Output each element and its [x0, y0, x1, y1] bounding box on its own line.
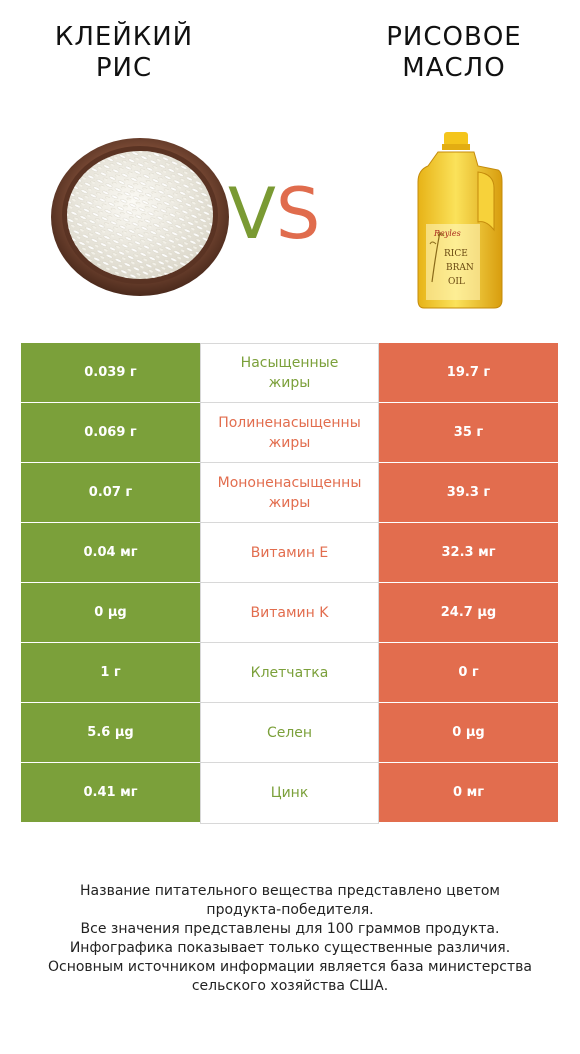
- footnote-line: сельского хозяйства США.: [191, 978, 389, 994]
- row-divider: [200, 823, 379, 824]
- sticky-rice-value: 1 г: [21, 643, 200, 702]
- table-divider: [378, 343, 379, 824]
- table-row: 0.07 г Мононенасыщенны жиры 39.3 г: [21, 463, 558, 522]
- svg-text:OIL: OIL: [448, 277, 465, 287]
- rice-bran-oil-bottle-image: Reyles RICE BRAN OIL: [417, 132, 503, 309]
- footnote-line: Название питательного вещества представл…: [80, 883, 500, 899]
- nutrient-name: Мононенасыщенны жиры: [200, 463, 379, 522]
- rice-oil-value: 35 г: [379, 403, 558, 462]
- nutrient-name: Цинк: [200, 763, 379, 822]
- row-divider: [200, 642, 379, 643]
- sticky-rice-value: 5.6 µg: [21, 703, 200, 762]
- row-divider: [200, 762, 379, 763]
- table-divider: [200, 343, 201, 824]
- rice-oil-value: 0 µg: [379, 703, 558, 762]
- footnote: Название питательного вещества представл…: [20, 882, 560, 996]
- sticky-rice-value: 0 µg: [21, 583, 200, 642]
- nutrient-name: Витамин K: [200, 583, 379, 642]
- right-product-title: РИСОВОЕ МАСЛО: [386, 22, 522, 83]
- nutrient-name: Селен: [200, 703, 379, 762]
- table-row: 0.04 мг Витамин E 32.3 мг: [21, 523, 558, 582]
- sticky-rice-value: 0.07 г: [21, 463, 200, 522]
- sticky-rice-value: 0.41 мг: [21, 763, 200, 822]
- sticky-rice-bowl-image: [51, 138, 229, 296]
- footnote-line: продукта-победителя.: [206, 902, 374, 918]
- table-row: 0.41 мг Цинк 0 мг: [21, 763, 558, 822]
- sticky-rice-value: 0.039 г: [21, 343, 200, 402]
- footnote-line: Основным источником информации является …: [48, 959, 532, 975]
- versus-label: VS: [228, 173, 321, 255]
- left-product-title: КЛЕЙКИЙ РИС: [54, 22, 194, 83]
- footnote-line: Все значения представлены для 100 граммо…: [80, 921, 500, 937]
- nutrient-name: Насыщенные жиры: [200, 343, 379, 402]
- sticky-rice-value: 0.04 мг: [21, 523, 200, 582]
- row-divider: [200, 702, 379, 703]
- table-row: 1 г Клетчатка 0 г: [21, 643, 558, 702]
- rice-oil-value: 19.7 г: [379, 343, 558, 402]
- row-divider: [200, 522, 379, 523]
- row-divider: [200, 462, 379, 463]
- svg-text:BRAN: BRAN: [446, 263, 474, 273]
- svg-text:RICE: RICE: [444, 249, 468, 259]
- rice-oil-value: 0 г: [379, 643, 558, 702]
- footnote-line: Инфографика показывает только существенн…: [69, 940, 511, 956]
- rice-oil-value: 32.3 мг: [379, 523, 558, 582]
- nutrient-name: Клетчатка: [200, 643, 379, 702]
- rice-oil-value: 0 мг: [379, 763, 558, 822]
- table-row: 5.6 µg Селен 0 µg: [21, 703, 558, 762]
- table-row: 0.039 г Насыщенные жиры 19.7 г: [21, 343, 558, 402]
- rice-oil-value: 39.3 г: [379, 463, 558, 522]
- row-divider: [200, 343, 379, 344]
- row-divider: [200, 582, 379, 583]
- svg-text:Reyles: Reyles: [433, 229, 461, 238]
- nutrient-name: Витамин E: [200, 523, 379, 582]
- nutrient-name: Полиненасыщенны жиры: [200, 403, 379, 462]
- table-row: 0 µg Витамин K 24.7 µg: [21, 583, 558, 642]
- table-row: 0.069 г Полиненасыщенны жиры 35 г: [21, 403, 558, 462]
- row-divider: [200, 402, 379, 403]
- nutrient-comparison-table: 0.039 г Насыщенные жиры 19.7 г 0.069 г Полин…: [21, 343, 558, 824]
- sticky-rice-value: 0.069 г: [21, 403, 200, 462]
- rice-oil-value: 24.7 µg: [379, 583, 558, 642]
